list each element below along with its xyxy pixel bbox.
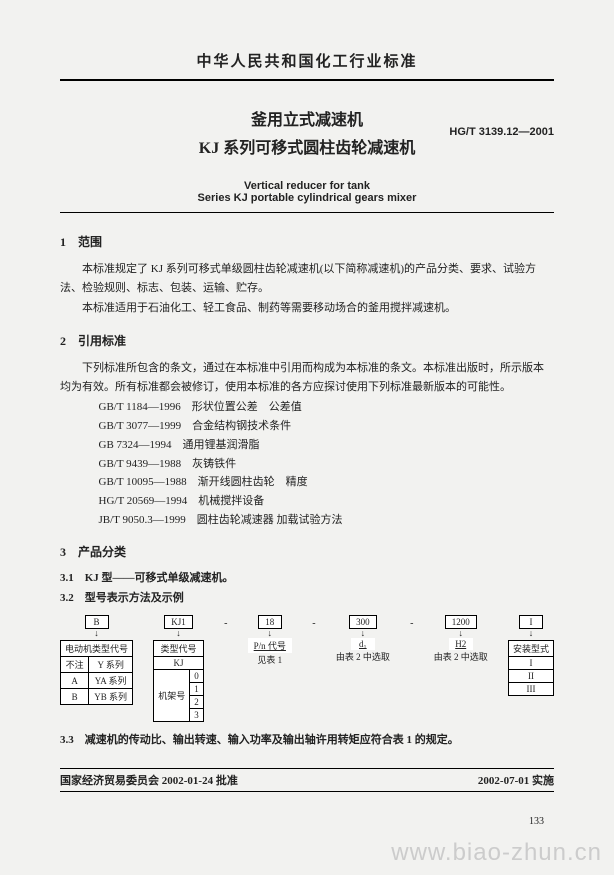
diag-label: P/n 代号 (248, 638, 292, 653)
motor-type-table: 电动机类型代号 不注Y 系列 AYA 系列 BYB 系列 (60, 640, 133, 705)
table-cell: YA 系列 (89, 673, 133, 689)
sec3-3: 3.3 减速机的传动比、输出转速、输入功率及输出轴许用转矩应符合表 1 的规定。 (60, 732, 554, 750)
arrow-down-icon: ↓ (176, 629, 181, 638)
diag-label: H2 (449, 638, 473, 650)
table-cell: I (508, 657, 553, 670)
separator: - (224, 618, 227, 629)
arrow-down-icon: ↓ (529, 629, 534, 638)
page-number: 133 (529, 816, 544, 827)
table-cell: 2 (190, 696, 204, 709)
watermark: www.biao-zhun.cn (391, 839, 602, 867)
diag-col-2: KJ1 ↓ 类型代号 KJ 机架号0 1 2 3 (153, 615, 204, 722)
ref-item: JB/T 9050.3—1999 圆柱齿轮减速器 加载试验方法 (99, 511, 555, 530)
ref-list: GB/T 1184—1996 形状位置公差 公差值 GB/T 3077—1999… (99, 398, 555, 529)
sec1-title: 1 范围 (60, 233, 554, 250)
arrow-down-icon: ↓ (361, 629, 366, 638)
diag-col-6: I ↓ 安装型式 I II III (508, 615, 554, 696)
sec3-1: 3.1 KJ 型——可移式单级减速机。 (60, 570, 554, 588)
diag-note: 由表 2 中选取 (434, 650, 488, 663)
sec2-p1: 下列标准所包含的条文，通过在本标准中引用而构成为本标准的条文。本标准出版时，所示… (60, 359, 554, 396)
table-cell: KJ (154, 657, 204, 670)
ref-item: GB/T 3077—1999 合金结构钢技术条件 (99, 417, 555, 436)
sec3-3-text: 3.3 减速机的传动比、输出转速、输入功率及输出轴许用转矩应符合表 1 的规定。 (60, 734, 459, 746)
footer-left: 国家经济贸易委员会 2002-01-24 批准 (60, 772, 238, 788)
table-cell: 不注 (61, 657, 89, 673)
sec1-p2: 本标准适用于石油化工、轻工食品、制药等需要移动场合的釜用搅拌减速机。 (60, 299, 554, 318)
type-code-table: 类型代号 KJ 机架号0 1 2 3 (153, 640, 204, 722)
ref-item: GB/T 9439—1988 灰铸铁件 (99, 455, 555, 474)
sec3-1-text: 3.1 KJ 型——可移式单级减速机。 (60, 572, 234, 584)
table-cell: II (508, 670, 553, 683)
table-cell: YB 系列 (89, 689, 133, 705)
table-cell: 机架号 (154, 670, 190, 722)
mid-rule (60, 212, 554, 213)
ref-item: GB/T 1184—1996 形状位置公差 公差值 (99, 398, 555, 417)
arrow-down-icon: ↓ (94, 629, 99, 638)
table-cell: A (61, 673, 89, 689)
sec1-p1: 本标准规定了 KJ 系列可移式单级圆柱齿轮减速机(以下简称减速机)的产品分类、要… (60, 260, 554, 297)
diag-box: 300 (349, 615, 377, 629)
sec3-2-text: 3.2 型号表示方法及示例 (60, 592, 184, 604)
standard-code: HG/T 3139.12—2001 (449, 126, 554, 138)
table-cell: 1 (190, 683, 204, 696)
title-en-2: Series KJ portable cylindrical gears mix… (60, 192, 554, 204)
table-cell: 0 (190, 670, 204, 683)
table-cell: B (61, 689, 89, 705)
diag-col-3: 18 ↓ P/n 代号 见表 1 (248, 615, 292, 666)
title-block: 釜用立式减速机 KJ 系列可移式圆柱齿轮减速机 HG/T 3139.12—200… (60, 106, 554, 158)
diag-label: d₁ (351, 638, 375, 650)
ref-item: GB/T 10095—1988 渐开线圆柱齿轮 精度 (99, 473, 555, 492)
diag-note: 见表 1 (257, 653, 282, 666)
designation-diagram: B ↓ 电动机类型代号 不注Y 系列 AYA 系列 BYB 系列 KJ1 ↓ 类… (60, 615, 554, 722)
table-cell: Y 系列 (89, 657, 133, 673)
title-en-1: Vertical reducer for tank (60, 180, 554, 192)
separator: - (410, 618, 413, 629)
diag-col-4: 300 ↓ d₁ 由表 2 中选取 (336, 615, 390, 663)
table-header: 安装型式 (508, 641, 553, 657)
sec2-title: 2 引用标准 (60, 332, 554, 349)
install-type-table: 安装型式 I II III (508, 640, 554, 696)
diag-note: 由表 2 中选取 (336, 650, 390, 663)
separator: - (312, 618, 315, 629)
table-cell: 3 (190, 709, 204, 722)
diag-col-1: B ↓ 电动机类型代号 不注Y 系列 AYA 系列 BYB 系列 (60, 615, 133, 705)
sec3-title: 3 产品分类 (60, 543, 554, 560)
diag-box: 18 (258, 615, 282, 629)
header-rule (60, 79, 554, 81)
diag-box: KJ1 (164, 615, 193, 629)
arrow-down-icon: ↓ (268, 629, 273, 638)
table-cell: III (508, 683, 553, 696)
ref-item: HG/T 20569—1994 机械搅拌设备 (99, 492, 555, 511)
table-header: 电动机类型代号 (61, 641, 133, 657)
arrow-down-icon: ↓ (458, 629, 463, 638)
diag-col-5: 1200 ↓ H2 由表 2 中选取 (434, 615, 488, 663)
footer-right: 2002-07-01 实施 (478, 772, 554, 788)
table-header: 类型代号 (154, 641, 204, 657)
sec3-2: 3.2 型号表示方法及示例 (60, 590, 554, 608)
diag-box: 1200 (445, 615, 477, 629)
diag-box: B (85, 615, 109, 629)
diag-box: I (519, 615, 543, 629)
ref-item: GB 7324—1994 通用锂基润滑脂 (99, 436, 555, 455)
org-name: 中华人民共和国化工行业标准 (60, 50, 554, 71)
footer-bar: 国家经济贸易委员会 2002-01-24 批准 2002-07-01 实施 (60, 768, 554, 792)
